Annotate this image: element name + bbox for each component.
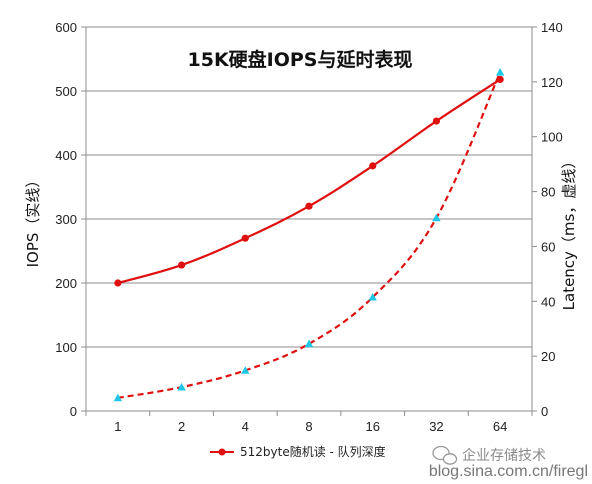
latency-point <box>495 68 505 76</box>
latency-line <box>117 71 502 399</box>
wechat-logo-icon <box>432 445 458 465</box>
right-tick-label: 80 <box>541 185 555 200</box>
left-tick-label: 0 <box>70 404 77 419</box>
right-axis-ticks: 0 20 40 60 80 100 120 140 <box>532 20 563 419</box>
latency-point <box>113 393 123 402</box>
left-tick-label: 600 <box>55 20 77 35</box>
right-axis-title: Latency（ms，虚线） <box>560 154 578 311</box>
x-tick-label: 16 <box>365 419 379 434</box>
left-tick-label: 500 <box>55 84 77 99</box>
watermark-url: blog.sina.com.cn/firegl <box>429 463 588 480</box>
latency-point <box>304 339 314 348</box>
left-tick-label: 300 <box>55 212 77 227</box>
iops-point <box>369 162 377 170</box>
x-tick-label: 64 <box>493 419 507 434</box>
x-axis-ticks: 1 2 4 8 16 32 64 <box>85 411 533 434</box>
watermark: 企业存储技术 blog.sina.com.cn/firegl <box>429 445 588 480</box>
x-tick-label: 32 <box>429 419 443 434</box>
iops-point <box>305 202 313 210</box>
iops-line <box>117 78 501 285</box>
iops-point <box>114 279 122 287</box>
iops-point <box>177 261 186 269</box>
latency-point <box>432 213 441 222</box>
left-axis-title: IOPS（实线） <box>24 173 42 268</box>
iops-point <box>241 234 249 242</box>
left-tick-label: 100 <box>55 340 77 355</box>
watermark-account: 企业存储技术 <box>462 447 546 464</box>
x-tick-label: 4 <box>242 419 249 434</box>
right-tick-label: 60 <box>541 239 555 254</box>
right-tick-label: 40 <box>541 294 555 309</box>
latency-point <box>177 382 186 391</box>
iops-point <box>432 117 441 125</box>
legend: 512byte随机读 - 队列深度 <box>210 444 386 459</box>
left-tick-label: 200 <box>55 276 77 291</box>
left-tick-label: 400 <box>55 148 77 163</box>
latency-point <box>368 292 377 301</box>
iops-series <box>114 75 504 287</box>
right-tick-label: 140 <box>541 20 563 35</box>
legend-label: 512byte随机读 - 队列深度 <box>240 444 386 459</box>
latency-series <box>113 68 505 402</box>
latency-point <box>241 366 250 374</box>
right-tick-label: 0 <box>541 404 548 419</box>
gridlines <box>86 26 532 348</box>
right-tick-label: 100 <box>541 130 563 145</box>
x-tick-label: 1 <box>114 419 121 434</box>
right-tick-label: 120 <box>541 75 563 90</box>
x-tick-label: 8 <box>305 419 312 434</box>
x-tick-label: 2 <box>178 419 185 434</box>
right-tick-label: 20 <box>541 349 555 364</box>
left-axis-ticks: 0 100 200 300 400 500 600 <box>55 20 86 419</box>
legend-marker-swatch <box>218 448 226 456</box>
chart-title: 15K硬盘IOPS与延时表现 <box>188 48 413 71</box>
